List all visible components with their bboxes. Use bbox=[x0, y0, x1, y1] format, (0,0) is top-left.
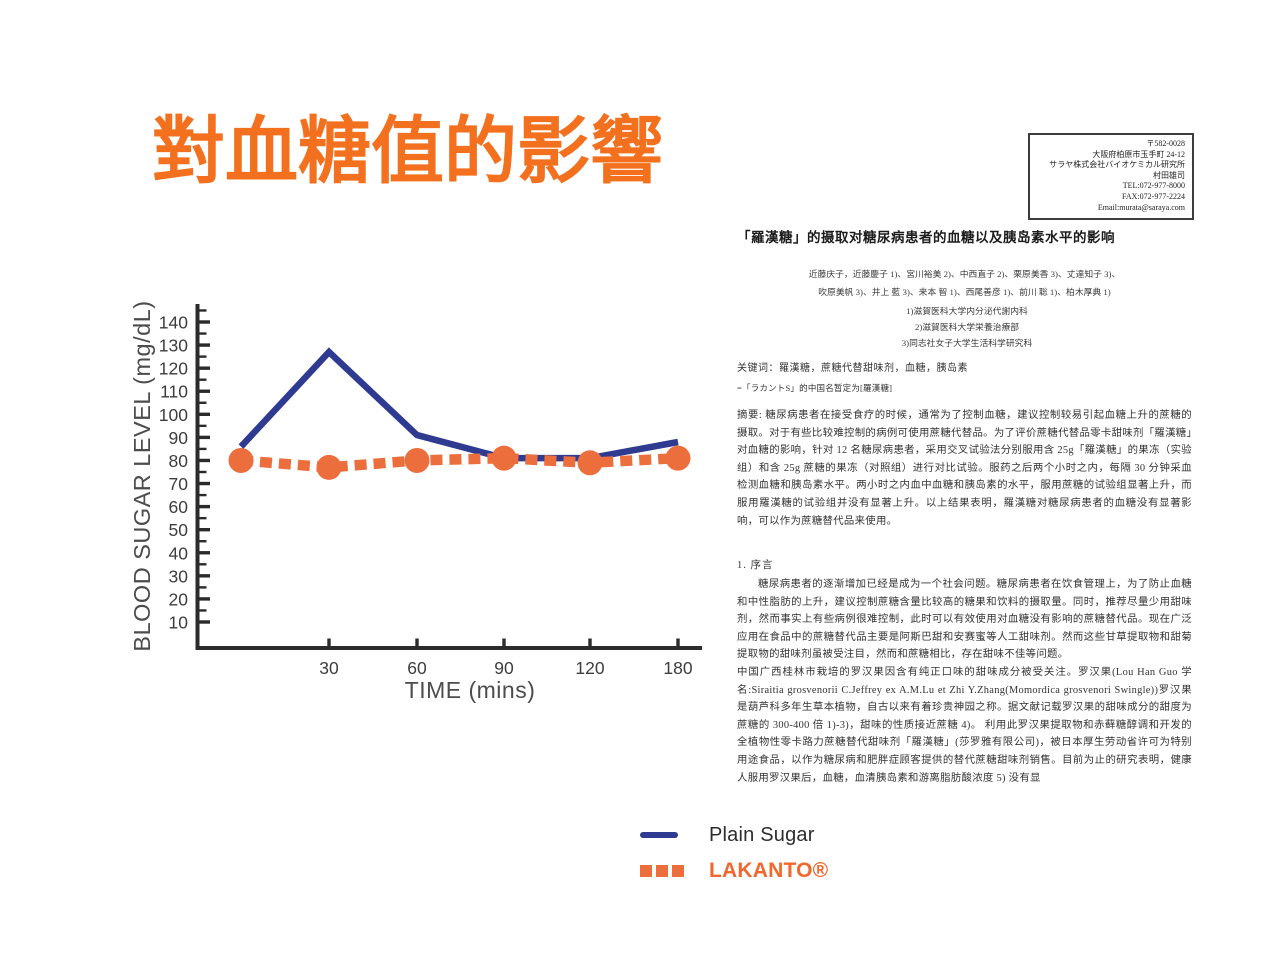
legend-dashed-swatch bbox=[640, 865, 695, 877]
paper-affiliations: 1)滋賀医科大学内分泌代謝内科 2)滋賀医科大学栄養治療部 3)同志社女子大学生… bbox=[797, 303, 1137, 351]
contact-line: 大阪府柏原市玉手町 24-12 bbox=[1092, 149, 1185, 159]
intro-paragraph: 糖尿病患者的逐渐增加已经是成为一个社会问题。糖尿病患者在饮食管理上，为了防止血糖… bbox=[737, 579, 1192, 661]
intro-paragraph: 中国广西桂林市栽培的罗汉果因含有纯正口味的甜味成分被受关注。罗汉果(Lou Ha… bbox=[737, 666, 1192, 784]
paper-title: 「羅漢糖」的摄取对糖尿病患者的血糖以及胰岛素水平的影响 bbox=[737, 230, 1115, 245]
y-tick-label: 60 bbox=[169, 497, 189, 517]
y-tick-label: 140 bbox=[159, 313, 188, 333]
x-tick-label: 180 bbox=[663, 658, 692, 678]
slide-title: 對血糖值的影響 bbox=[152, 108, 663, 194]
legend-item: LAKANTO® bbox=[640, 853, 828, 889]
affiliation-line: 1)滋賀医科大学内分泌代謝内科 bbox=[906, 306, 1028, 316]
y-tick-label: 20 bbox=[169, 589, 189, 609]
series-marker-lakanto bbox=[316, 454, 342, 480]
paper-authors: 近藤庆子，近藤慶子 1)、宮川裕美 2)、中西直子 2)、栗原美香 3)、丈達知… bbox=[777, 266, 1152, 301]
chart-legend: Plain Sugar LAKANTO® bbox=[640, 817, 828, 889]
keywords-line: 关键词：羅漢糖，蔗糖代替甜味剂，血糖，胰岛素 bbox=[737, 363, 968, 374]
y-tick-label: 80 bbox=[169, 451, 189, 471]
legend-line-swatch bbox=[640, 832, 695, 838]
series-marker-lakanto bbox=[228, 447, 254, 473]
x-tick-label: 120 bbox=[575, 658, 604, 678]
affiliation-line: 2)滋賀医科大学栄養治療部 bbox=[914, 322, 1020, 332]
y-tick-label: 50 bbox=[169, 520, 189, 540]
author-line: 近藤庆子，近藤慶子 1)、宮川裕美 2)、中西直子 2)、栗原美香 3)、丈達知… bbox=[808, 269, 1121, 279]
legend-item: Plain Sugar bbox=[640, 817, 828, 853]
y-tick-label: 30 bbox=[169, 566, 189, 586]
series-marker-lakanto bbox=[404, 447, 430, 473]
contact-address-box: 〒582-0028 大阪府柏原市玉手町 24-12 サラヤ株式会社バイオケミカル… bbox=[1028, 133, 1194, 221]
contact-line: 〒582-0028 bbox=[1146, 139, 1185, 148]
series-marker-lakanto bbox=[577, 450, 603, 476]
y-tick-label: 130 bbox=[159, 336, 188, 356]
x-tick-label: 30 bbox=[319, 658, 339, 678]
y-tick-label: 90 bbox=[169, 428, 189, 448]
series-line-plain-sugar bbox=[238, 347, 679, 462]
series-line-lakanto bbox=[240, 452, 679, 473]
contact-line: Email:murata@saraya.com bbox=[1097, 202, 1185, 212]
contact-line: サラヤ株式会社バイオケミカル研究所 bbox=[1049, 160, 1185, 170]
author-line: 吹原美帆 3)、井上 藍 3)、来本 智 1)、西尾善彦 1)、前川 聡 1)、… bbox=[818, 286, 1111, 297]
legend-label: LAKANTO® bbox=[709, 859, 829, 882]
section-heading: 1. 序言 bbox=[737, 560, 774, 571]
y-tick-label: 70 bbox=[169, 474, 189, 494]
y-tick-label: 110 bbox=[160, 382, 188, 402]
affiliation-line: 3)同志社女子大学生活科学研究科 bbox=[901, 338, 1033, 348]
paper-introduction: 糖尿病患者的逐渐增加已经是成为一个社会问题。糖尿病患者在饮食管理上，为了防止血糖… bbox=[737, 576, 1192, 787]
contact-line: FAX:072-977-2224 bbox=[1122, 191, 1185, 201]
contact-line: 村田雄司 bbox=[1153, 170, 1185, 180]
y-tick-label: 10 bbox=[169, 613, 189, 633]
keywords-note: =「ラカントS」的中国名暂定为[羅漢糖] bbox=[737, 383, 893, 393]
contact-line: TEL:072-977-8000 bbox=[1122, 181, 1185, 191]
research-paper-scan: 〒582-0028 大阪府柏原市玉手町 24-12 サラヤ株式会社バイオケミカル… bbox=[737, 127, 1194, 907]
blood-sugar-chart: 10 20 30 40 50 60 70 80 90 100 110 120 130 140 30 60 90 1… bbox=[120, 290, 828, 882]
x-tick-label: 60 bbox=[407, 658, 427, 678]
paper-abstract: 摘要: 糖尿病患者在接受食疗的时候，通常为了控制血糖，建议控制较易引起血糖上升的… bbox=[737, 410, 1192, 527]
y-tick-label: 100 bbox=[159, 405, 188, 425]
axis-lines bbox=[195, 304, 702, 650]
y-axis-title: BLOOD SUGAR LEVEL (mg/dL) bbox=[129, 300, 155, 651]
paper-keywords: 关键词：羅漢糖，蔗糖代替甜味剂，血糖，胰岛素 =「ラカントS」的中国名暂定为[羅… bbox=[737, 359, 968, 394]
x-tick-label: 90 bbox=[494, 658, 514, 678]
series-marker-lakanto bbox=[665, 445, 691, 471]
legend-label: Plain Sugar bbox=[709, 823, 815, 846]
series-marker-lakanto bbox=[491, 445, 517, 471]
y-tick-label: 40 bbox=[169, 543, 189, 563]
y-tick-label: 120 bbox=[159, 359, 188, 379]
x-axis-title: TIME (mins) bbox=[405, 677, 536, 703]
chart-plot-area: 10 20 30 40 50 60 70 80 90 100 110 120 130 140 30 60 90 1… bbox=[129, 300, 702, 703]
